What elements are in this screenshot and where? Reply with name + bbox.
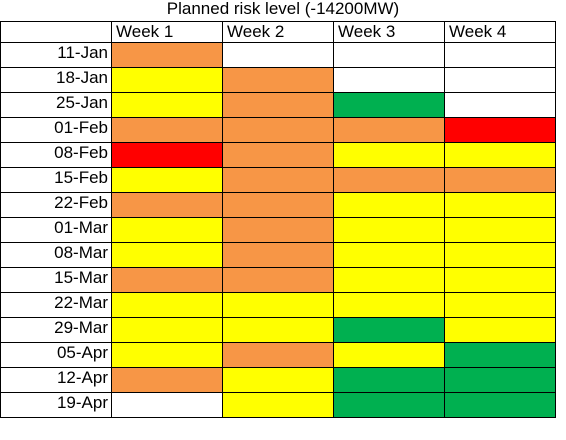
heatmap-cell <box>222 42 334 68</box>
heatmap-cell <box>333 142 445 168</box>
row-label: 01-Mar <box>0 217 112 243</box>
heatmap-cell <box>111 142 223 168</box>
column-header: Week 1 <box>111 21 223 43</box>
heatmap-cell <box>111 392 223 418</box>
heatmap-cell <box>111 67 223 93</box>
heatmap-cell <box>333 367 445 393</box>
row-label: 08-Feb <box>0 142 112 168</box>
heatmap-cell <box>444 317 556 343</box>
heatmap-cell <box>111 317 223 343</box>
heatmap-cell <box>111 117 223 143</box>
heatmap-cell <box>111 92 223 118</box>
heatmap-cell <box>333 392 445 418</box>
row-label: 22-Feb <box>0 192 112 218</box>
heatmap-cell <box>444 267 556 293</box>
heatmap-cell <box>111 242 223 268</box>
heatmap-cell <box>222 292 334 318</box>
heatmap-cell <box>222 392 334 418</box>
heatmap-cell <box>333 67 445 93</box>
corner-cell <box>0 21 112 43</box>
heatmap-cell <box>333 317 445 343</box>
heatmap-cell <box>444 292 556 318</box>
heatmap-cell <box>111 342 223 368</box>
row-label: 25-Jan <box>0 92 112 118</box>
heatmap-cell <box>444 342 556 368</box>
heatmap-cell <box>111 42 223 68</box>
heatmap-cell <box>222 117 334 143</box>
heatmap-cell <box>222 317 334 343</box>
heatmap-cell <box>444 367 556 393</box>
row-label: 18-Jan <box>0 67 112 93</box>
heatmap-cell <box>222 367 334 393</box>
heatmap-cell <box>333 242 445 268</box>
heatmap-cell <box>333 217 445 243</box>
column-header: Week 2 <box>222 21 334 43</box>
heatmap-cell <box>222 192 334 218</box>
heatmap-cell <box>111 292 223 318</box>
heatmap-cell <box>222 217 334 243</box>
row-label: 15-Feb <box>0 167 112 193</box>
heatmap-cell <box>333 117 445 143</box>
row-label: 08-Mar <box>0 242 112 268</box>
heatmap-cell <box>111 192 223 218</box>
heatmap-cell <box>222 342 334 368</box>
row-label: 19-Apr <box>0 392 112 418</box>
row-label: 22-Mar <box>0 292 112 318</box>
heatmap-cell <box>333 342 445 368</box>
heatmap-cell <box>444 242 556 268</box>
chart-title: Planned risk level (-14200MW) <box>166 0 400 18</box>
heatmap-cell <box>444 67 556 93</box>
heatmap-cell <box>111 267 223 293</box>
heatmap-cell <box>111 367 223 393</box>
heatmap-cell <box>333 192 445 218</box>
heatmap-cell <box>111 217 223 243</box>
heatmap-cell <box>444 217 556 243</box>
heatmap-cell <box>333 167 445 193</box>
heatmap-cell <box>444 192 556 218</box>
heatmap-cell <box>333 92 445 118</box>
heatmap-cell <box>222 167 334 193</box>
heatmap-cell <box>444 92 556 118</box>
row-label: 11-Jan <box>0 42 112 68</box>
row-label: 05-Apr <box>0 342 112 368</box>
row-label: 12-Apr <box>0 367 112 393</box>
heatmap-cell <box>222 142 334 168</box>
heatmap-cell <box>222 92 334 118</box>
row-label: 01-Feb <box>0 117 112 143</box>
heatmap-cell <box>333 292 445 318</box>
heatmap-cell <box>111 167 223 193</box>
heatmap-cell <box>444 42 556 68</box>
heatmap-cell <box>222 267 334 293</box>
column-header: Week 3 <box>333 21 445 43</box>
heatmap-cell <box>222 67 334 93</box>
heatmap-cell <box>444 142 556 168</box>
row-label: 29-Mar <box>0 317 112 343</box>
heatmap-cell <box>333 267 445 293</box>
heatmap-cell <box>222 242 334 268</box>
heatmap-cell <box>333 42 445 68</box>
row-label: 15-Mar <box>0 267 112 293</box>
heatmap-cell <box>444 117 556 143</box>
heatmap-cell <box>444 392 556 418</box>
column-header: Week 4 <box>444 21 556 43</box>
heatmap-cell <box>444 167 556 193</box>
